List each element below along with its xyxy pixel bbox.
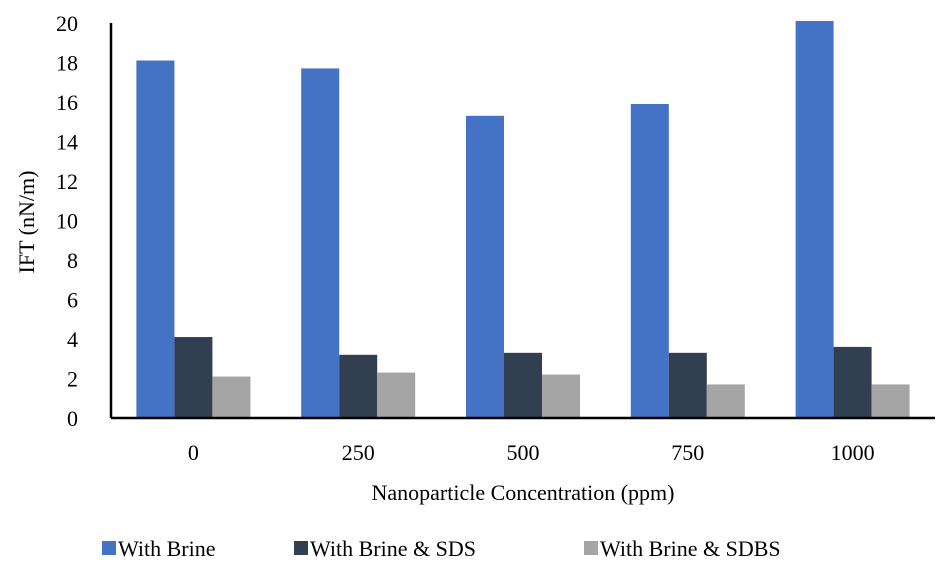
legend-swatch bbox=[584, 541, 598, 555]
y-tick-label: 0 bbox=[67, 406, 78, 431]
bar bbox=[833, 346, 872, 418]
legend-label: With Brine & SDS bbox=[310, 536, 476, 561]
bar bbox=[212, 376, 251, 418]
y-tick-label: 16 bbox=[56, 90, 78, 115]
bar bbox=[630, 103, 669, 418]
y-tick-label: 20 bbox=[56, 11, 78, 36]
legend-swatch bbox=[294, 541, 308, 555]
x-axis-title: Nanoparticle Concentration (ppm) bbox=[371, 480, 674, 505]
bar bbox=[301, 68, 340, 419]
y-tick-labels: 0 2 4 6 8 10 12 14 16 18 20 bbox=[56, 11, 78, 431]
bar bbox=[504, 352, 542, 418]
legend-label: With Brine & SDBS bbox=[600, 536, 781, 561]
x-tick-labels: 0 250 500 750 1000 bbox=[188, 440, 875, 465]
bar bbox=[795, 21, 834, 419]
x-tick-label: 250 bbox=[342, 440, 375, 465]
bar bbox=[706, 384, 745, 418]
y-tick-label: 4 bbox=[67, 327, 78, 352]
legend: With Brine With Brine & SDS With Brine & S… bbox=[102, 536, 781, 561]
y-tick-label: 12 bbox=[56, 169, 78, 194]
bar bbox=[668, 352, 707, 418]
legend-swatch bbox=[102, 541, 116, 555]
bars-group bbox=[136, 21, 910, 419]
bar bbox=[377, 372, 416, 418]
bar bbox=[136, 60, 175, 419]
x-tick-label: 1000 bbox=[831, 440, 875, 465]
y-tick-label: 6 bbox=[67, 288, 78, 313]
bar bbox=[174, 337, 213, 418]
y-tick-label: 2 bbox=[67, 367, 78, 392]
y-tick-label: 18 bbox=[56, 51, 78, 76]
y-tick-label: 14 bbox=[56, 130, 78, 155]
bar bbox=[871, 384, 910, 418]
x-tick-label: 0 bbox=[188, 440, 199, 465]
x-tick-label: 500 bbox=[507, 440, 540, 465]
y-axis-title: IFT (nN/m) bbox=[14, 171, 39, 274]
y-tick-label: 8 bbox=[67, 248, 78, 273]
x-tick-label: 750 bbox=[671, 440, 704, 465]
bar bbox=[542, 374, 580, 418]
legend-label: With Brine bbox=[118, 536, 216, 561]
bar bbox=[339, 354, 378, 418]
y-tick-label: 10 bbox=[56, 209, 78, 234]
bar bbox=[466, 115, 504, 418]
